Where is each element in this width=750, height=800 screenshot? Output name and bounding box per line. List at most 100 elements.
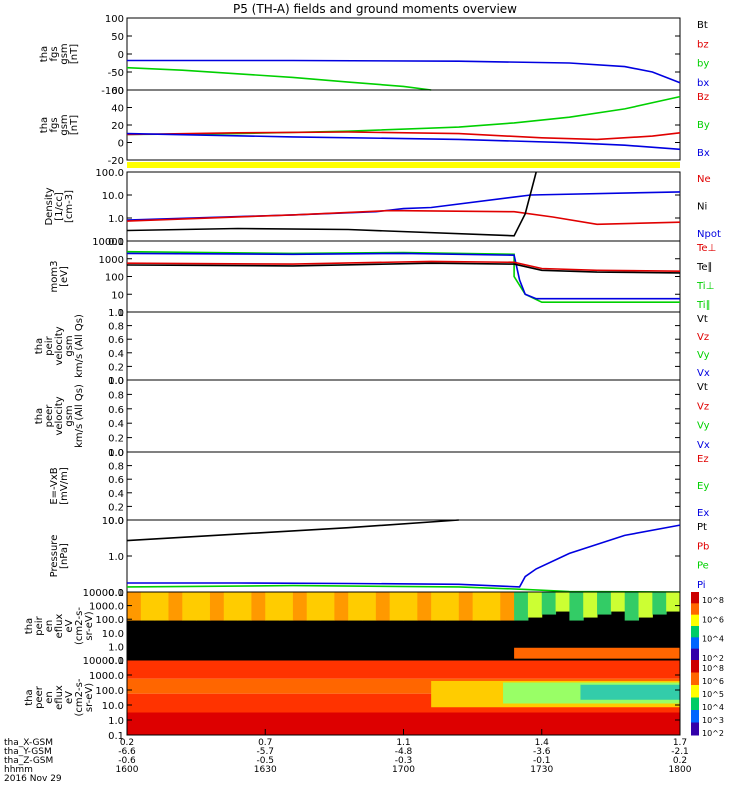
legend-entry: Ne bbox=[697, 174, 711, 185]
colorbar-segment bbox=[691, 710, 699, 723]
y-axis-label: [nPa] bbox=[59, 543, 70, 569]
spec-column bbox=[444, 592, 460, 621]
legend-entry: Pb bbox=[697, 541, 709, 552]
x-axis-tick-label: 1730 bbox=[530, 765, 553, 775]
series-line-Bz bbox=[126, 131, 681, 141]
y-tick-label: 1 bbox=[118, 308, 124, 319]
y-tick-label: 10.0 bbox=[102, 629, 124, 640]
y-tick-label: 0.4 bbox=[108, 419, 124, 430]
series-line-Pi bbox=[127, 524, 681, 588]
spec-column bbox=[182, 592, 197, 621]
y-axis-label: gsm bbox=[59, 43, 70, 64]
x-axis-tick-label: 0.2 bbox=[120, 738, 134, 748]
spec-column bbox=[320, 592, 335, 621]
y-axis-label: (cm2-s- bbox=[74, 607, 85, 645]
legend-entry: Ni bbox=[697, 202, 707, 213]
spec-band bbox=[127, 660, 680, 679]
colorbar-tick-label: 10^6 bbox=[702, 615, 724, 624]
y-axis-label: tha bbox=[24, 618, 35, 634]
series-line-Te∥ bbox=[126, 260, 681, 272]
x-axis-tick-label: -0.6 bbox=[118, 756, 136, 766]
y-tick-label: 10000 bbox=[92, 237, 124, 248]
series-line-Te⊥ bbox=[126, 252, 680, 300]
fgs_dsl-frame bbox=[126, 89, 681, 161]
colorbar bbox=[691, 660, 699, 736]
series-line-Bx bbox=[126, 132, 681, 151]
x-axis-date: 2016 Nov 29 bbox=[4, 774, 62, 784]
colorbar-tick-label: 10^2 bbox=[702, 654, 724, 663]
spec-column bbox=[458, 592, 474, 621]
legend-entry: bz bbox=[697, 39, 709, 50]
y-axis-label: tha bbox=[24, 689, 35, 705]
legend-entry: Vy bbox=[697, 421, 710, 432]
y-tick-label: 10.0 bbox=[102, 516, 124, 527]
spec-column bbox=[292, 592, 308, 621]
x-axis-tick-label: 1600 bbox=[116, 765, 139, 775]
legend-entry: By bbox=[697, 120, 710, 131]
y-tick-label: 0.6 bbox=[108, 335, 124, 346]
peir_vel-frame bbox=[126, 311, 681, 381]
y-axis-label: E=-VxB bbox=[49, 467, 60, 504]
quality-flag-bar bbox=[127, 162, 680, 168]
y-axis-label: tha bbox=[34, 338, 45, 354]
legend-entry: Vx bbox=[697, 368, 710, 379]
density-frame bbox=[126, 171, 681, 242]
x-axis-tick-label: -4.8 bbox=[395, 747, 413, 757]
y-tick-label: 60 bbox=[111, 86, 124, 97]
series-line-Pe bbox=[126, 584, 681, 593]
spec-column bbox=[610, 592, 626, 612]
y-tick-label: 0.1 bbox=[108, 237, 124, 248]
x-axis-tick-label: 0.7 bbox=[258, 738, 272, 748]
y-axis-label: eflux bbox=[54, 614, 65, 639]
spec-column bbox=[265, 592, 280, 621]
colorbar-segment bbox=[691, 637, 699, 650]
x-axis-tick-label: -5.7 bbox=[256, 747, 274, 757]
y-tick-label: 0.4 bbox=[108, 349, 124, 360]
series-line-Ti∥ bbox=[126, 262, 681, 274]
y-axis-label: Density bbox=[44, 187, 55, 225]
y-axis-label: [cm-3] bbox=[64, 190, 75, 223]
y-tick-label: 1000.0 bbox=[89, 671, 124, 682]
y-axis-label: (cm2-s- bbox=[74, 678, 85, 716]
y-axis-label: km/s (All Qs) bbox=[74, 314, 85, 378]
y-tick-label: 1.0 bbox=[108, 448, 124, 459]
spec-low-band bbox=[514, 647, 680, 659]
legend-entry: Vy bbox=[697, 350, 710, 361]
colorbar-segment bbox=[691, 660, 699, 673]
y-tick-label: 0 bbox=[118, 139, 124, 150]
legend-entry: Bt bbox=[697, 20, 708, 31]
legend-entry: by bbox=[697, 59, 709, 70]
x-axis-tick-label: -0.3 bbox=[395, 756, 413, 766]
y-tick-label: 0.0 bbox=[108, 448, 124, 459]
spec-column bbox=[431, 592, 446, 621]
y-tick-label: 100 bbox=[105, 273, 124, 284]
y-tick-label: 50 bbox=[111, 32, 124, 43]
x-axis-tick-label: -3.6 bbox=[533, 747, 551, 757]
page-title: P5 (TH-A) fields and ground moments over… bbox=[233, 2, 517, 16]
y-tick-label: -20 bbox=[108, 156, 124, 167]
y-tick-label: 1.0 bbox=[108, 308, 124, 319]
x-axis-tick-label: -6.6 bbox=[118, 747, 136, 757]
y-axis-label: [eV] bbox=[59, 266, 70, 287]
y-axis-label: eflux bbox=[54, 685, 65, 710]
colorbar-tick-label: 10^8 bbox=[702, 664, 724, 673]
y-tick-label: 1.0 bbox=[108, 642, 124, 653]
x-axis-row-label: tha_Z-GSM bbox=[4, 756, 53, 766]
y-tick-label: 10000.0 bbox=[83, 656, 124, 667]
x-axis-tick-label: 1.1 bbox=[396, 738, 410, 748]
legend-entry: Te⊥ bbox=[696, 243, 716, 254]
x-axis-tick-label: 1.4 bbox=[535, 738, 550, 748]
colorbar-segment bbox=[691, 722, 699, 736]
x-axis-tick-label: 0.2 bbox=[673, 756, 687, 766]
spec-column bbox=[403, 592, 418, 621]
spec-column bbox=[168, 592, 183, 621]
y-axis-label: en bbox=[44, 691, 55, 704]
legend-entry: Ey bbox=[697, 481, 709, 492]
y-tick-label: 0.1 bbox=[108, 588, 124, 599]
x-axis-tick-label: -0.5 bbox=[256, 756, 274, 766]
spec-column bbox=[140, 592, 156, 621]
y-tick-label: 0.0 bbox=[108, 376, 124, 387]
mom-frame bbox=[126, 240, 681, 313]
legend-entry: Ti∥ bbox=[696, 300, 711, 311]
legend-entry: Vz bbox=[697, 332, 709, 343]
